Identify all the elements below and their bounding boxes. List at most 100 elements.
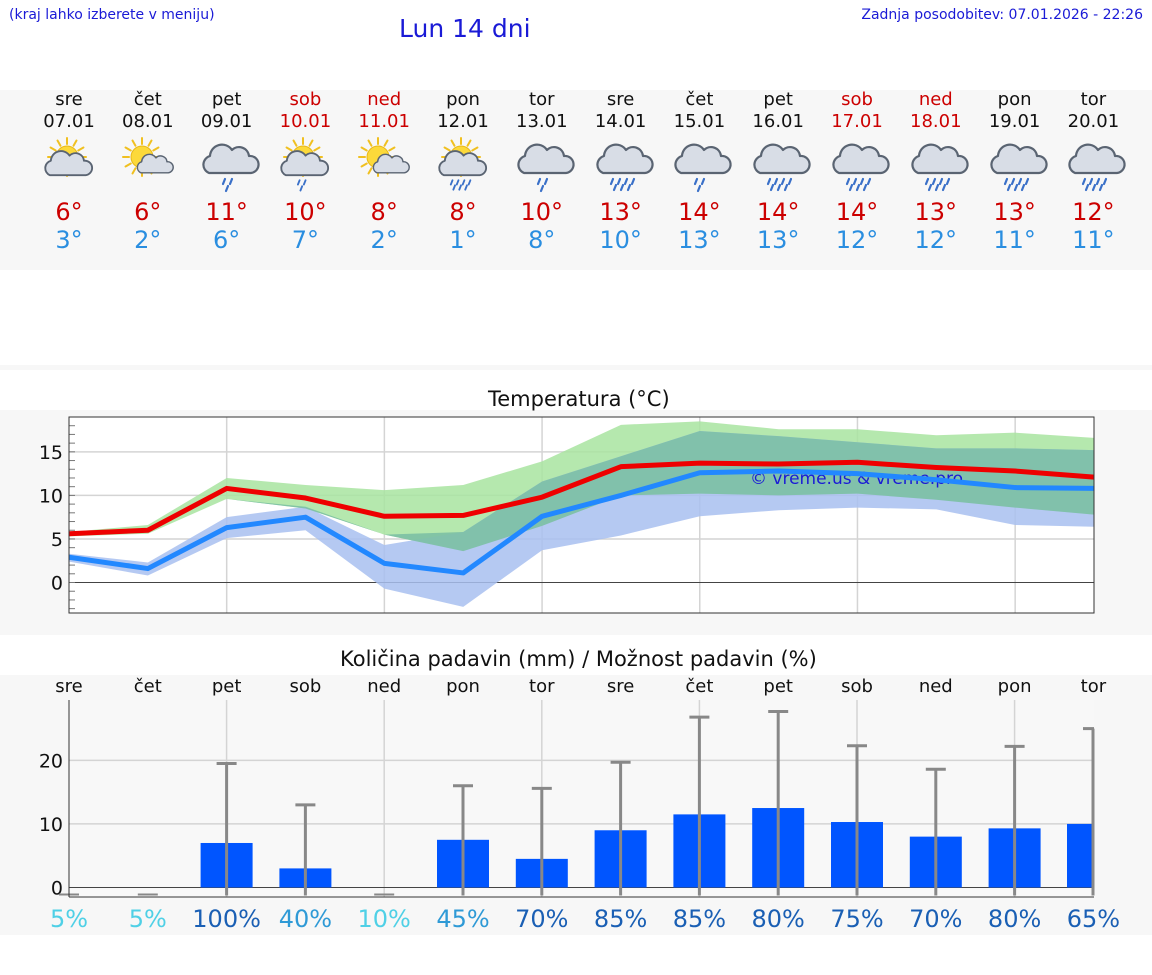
day-date: 12.01	[437, 111, 489, 132]
sun-small-cloud-icon	[358, 137, 411, 177]
rain-drop	[781, 177, 786, 186]
temp-min: 10°	[599, 226, 642, 254]
cloud-outline	[44, 150, 94, 177]
day-date: 13.01	[516, 111, 568, 132]
precip-chance-label: 85%	[594, 905, 647, 933]
day-name: čet	[133, 89, 162, 110]
cloud-shape	[1068, 143, 1126, 192]
y-tick-label: 20	[39, 750, 63, 772]
rain-drop	[458, 184, 462, 191]
cloud-outline	[911, 143, 969, 175]
temp-min: 13°	[756, 226, 800, 254]
sun-ray	[56, 139, 62, 147]
cloud-outline	[595, 143, 654, 175]
cloud-heavy-rain-icon	[1068, 143, 1126, 192]
x-category-label: čet	[685, 676, 713, 697]
cloud-shape	[989, 143, 1048, 192]
cloud-shape	[595, 143, 654, 192]
precip-chance-label: 85%	[673, 905, 726, 933]
temp-max: 12°	[1072, 198, 1115, 226]
x-category-label: čet	[134, 676, 162, 697]
precip-chance-label: 70%	[909, 905, 962, 933]
temp-max: 13°	[599, 198, 642, 226]
cloud-outline	[989, 143, 1048, 175]
rain-drop	[777, 183, 782, 192]
precip-chance-label: 5%	[129, 905, 167, 933]
cloud-heavy-rain-icon	[832, 143, 890, 192]
day-date: 18.01	[910, 111, 962, 132]
temp-min: 8°	[528, 226, 556, 254]
temp-min: 7°	[291, 226, 320, 254]
sun-ray	[471, 146, 479, 152]
temp-max: 8°	[370, 198, 398, 226]
sun-cloud-heavy-rain-icon	[438, 137, 488, 191]
cloud-heavy-rain-icon	[595, 143, 654, 192]
forecast-band	[0, 90, 1152, 270]
rain-drop	[774, 177, 779, 186]
rain-drop	[221, 177, 226, 186]
rain-drop	[1010, 177, 1015, 186]
sun-ray	[443, 146, 451, 152]
day-date: 14.01	[594, 111, 647, 132]
rain-drop	[788, 177, 793, 186]
day-name: tor	[1080, 89, 1107, 110]
cloud-outline	[136, 153, 174, 174]
rain-drop	[1085, 183, 1090, 192]
cloud-shape	[674, 143, 732, 193]
day-name: čet	[685, 89, 714, 110]
temp-max: 14°	[835, 198, 879, 226]
rain-drop	[297, 179, 301, 186]
cloud-heavy-rain-icon	[911, 143, 969, 192]
day-name: ned	[367, 89, 402, 110]
cloud-shape	[832, 143, 890, 192]
temp-max: 13°	[914, 198, 958, 226]
temp-min: 12°	[835, 226, 879, 254]
rain-drop	[616, 177, 621, 186]
rain-drop	[859, 177, 865, 186]
temp-max: 10°	[520, 198, 564, 226]
rain-drop	[1024, 177, 1029, 186]
rain-drop	[1006, 183, 1011, 192]
precip-chance-label: 75%	[830, 905, 883, 933]
rain-drop	[630, 177, 635, 186]
cloud-outline	[753, 143, 811, 175]
rain-drop	[536, 177, 541, 186]
rain-drop	[852, 177, 858, 186]
plot-frame	[68, 416, 1095, 614]
precip-chance-label: 40%	[279, 905, 332, 933]
day-date: 09.01	[200, 111, 253, 132]
location-hint: (kraj lahko izberete v meniju)	[9, 7, 215, 23]
rain-drop	[543, 177, 548, 186]
x-category-label: pet	[212, 676, 242, 697]
day-name: pon	[446, 89, 480, 110]
day-name: tor	[529, 89, 555, 110]
rain-drop	[623, 177, 628, 186]
x-category-label: tor	[529, 676, 555, 697]
day-date: 19.01	[988, 111, 1041, 132]
rain-drop	[784, 183, 789, 192]
cloud-rain-icon	[517, 143, 575, 193]
rain-drop	[539, 184, 544, 193]
temp-max: 8°	[449, 198, 477, 226]
temp-min: 3°	[55, 226, 83, 254]
day-date: 11.01	[358, 111, 410, 132]
day-date: 17.01	[831, 111, 883, 132]
cloud-rain-icon	[201, 143, 260, 193]
rain-drop	[855, 183, 861, 192]
rain-drop	[848, 183, 854, 192]
sun-ray	[367, 167, 373, 175]
day-date: 08.01	[122, 111, 174, 132]
cloud-shape	[201, 143, 260, 193]
day-name: pon	[997, 89, 1032, 110]
x-category-label: sob	[841, 676, 873, 697]
cloud-shape	[438, 150, 488, 191]
cloud-shape	[517, 143, 575, 193]
temp-min: 2°	[134, 226, 162, 254]
cloud-shape	[136, 153, 174, 174]
temp-min: 13°	[678, 226, 721, 254]
temp-min: 6°	[212, 226, 241, 254]
rain-drop	[1003, 177, 1008, 186]
rain-drop	[697, 184, 702, 193]
page-title: Lun 14 dni	[399, 14, 531, 43]
rain-drop	[1082, 177, 1087, 186]
